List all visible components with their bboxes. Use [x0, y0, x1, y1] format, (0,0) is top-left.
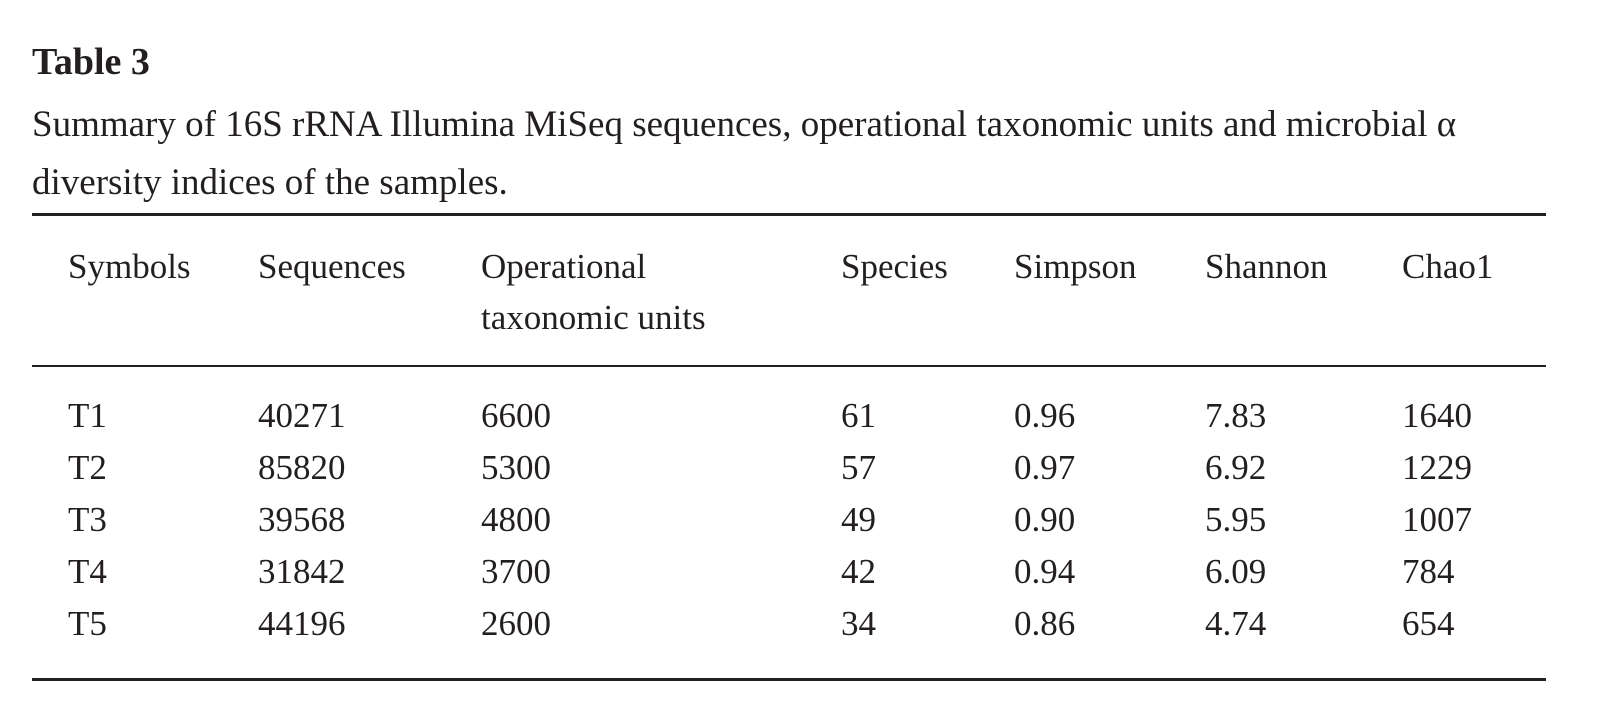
table-cell: 2600 — [481, 604, 551, 643]
table-cell: 5300 — [481, 448, 551, 487]
table-cell: 61 — [841, 396, 876, 435]
table-cell: 42 — [841, 552, 876, 591]
table-cell: T4 — [68, 552, 107, 591]
table-cell: T5 — [68, 604, 107, 643]
header-cell: Simpson — [1014, 247, 1137, 286]
table-cell: 6.09 — [1205, 552, 1267, 591]
header-cell: Species — [841, 247, 948, 286]
table-cell: 40271 — [258, 396, 346, 435]
table-cell: 1007 — [1402, 500, 1472, 539]
header-cell: Shannon — [1205, 247, 1328, 286]
table-caption: Summary of 16S rRNA Illumina MiSeq seque… — [32, 104, 1457, 203]
table-cell: 0.97 — [1014, 448, 1076, 487]
table-cell: 1640 — [1402, 396, 1472, 435]
table-cell: 0.94 — [1014, 552, 1076, 591]
top-rule — [32, 213, 1546, 216]
table-cell: 0.90 — [1014, 500, 1076, 539]
bottom-rule — [32, 678, 1546, 681]
table-cell: 85820 — [258, 448, 346, 487]
table-cell: 1229 — [1402, 448, 1472, 487]
header-rule — [32, 365, 1546, 367]
table-cell: 0.96 — [1014, 396, 1076, 435]
table-cell: 4800 — [481, 500, 551, 539]
table-cell: 3700 — [481, 552, 551, 591]
table-cell: 4.74 — [1205, 604, 1267, 643]
table-cell: 7.83 — [1205, 396, 1267, 435]
table-cell: 6.92 — [1205, 448, 1267, 487]
table-cell: 34 — [841, 604, 876, 643]
table-cell: 0.86 — [1014, 604, 1076, 643]
table-cell: 5.95 — [1205, 500, 1267, 539]
table-cell: T2 — [68, 448, 107, 487]
table-cell: 654 — [1402, 604, 1455, 643]
header-cell: Operational taxonomic units — [481, 247, 706, 337]
table-cell: T3 — [68, 500, 107, 539]
header-cell: Chao1 — [1402, 247, 1494, 286]
header-cell: Symbols — [68, 247, 191, 286]
header-cell: Sequences — [258, 247, 406, 286]
table-cell: 784 — [1402, 552, 1455, 591]
table-cell: 44196 — [258, 604, 346, 643]
table-cell: 49 — [841, 500, 876, 539]
table-label: Table 3 — [32, 41, 150, 83]
table-cell: 39568 — [258, 500, 346, 539]
table-cell: 57 — [841, 448, 876, 487]
table-cell: T1 — [68, 396, 107, 435]
table-cell: 31842 — [258, 552, 346, 591]
table-cell: 6600 — [481, 396, 551, 435]
